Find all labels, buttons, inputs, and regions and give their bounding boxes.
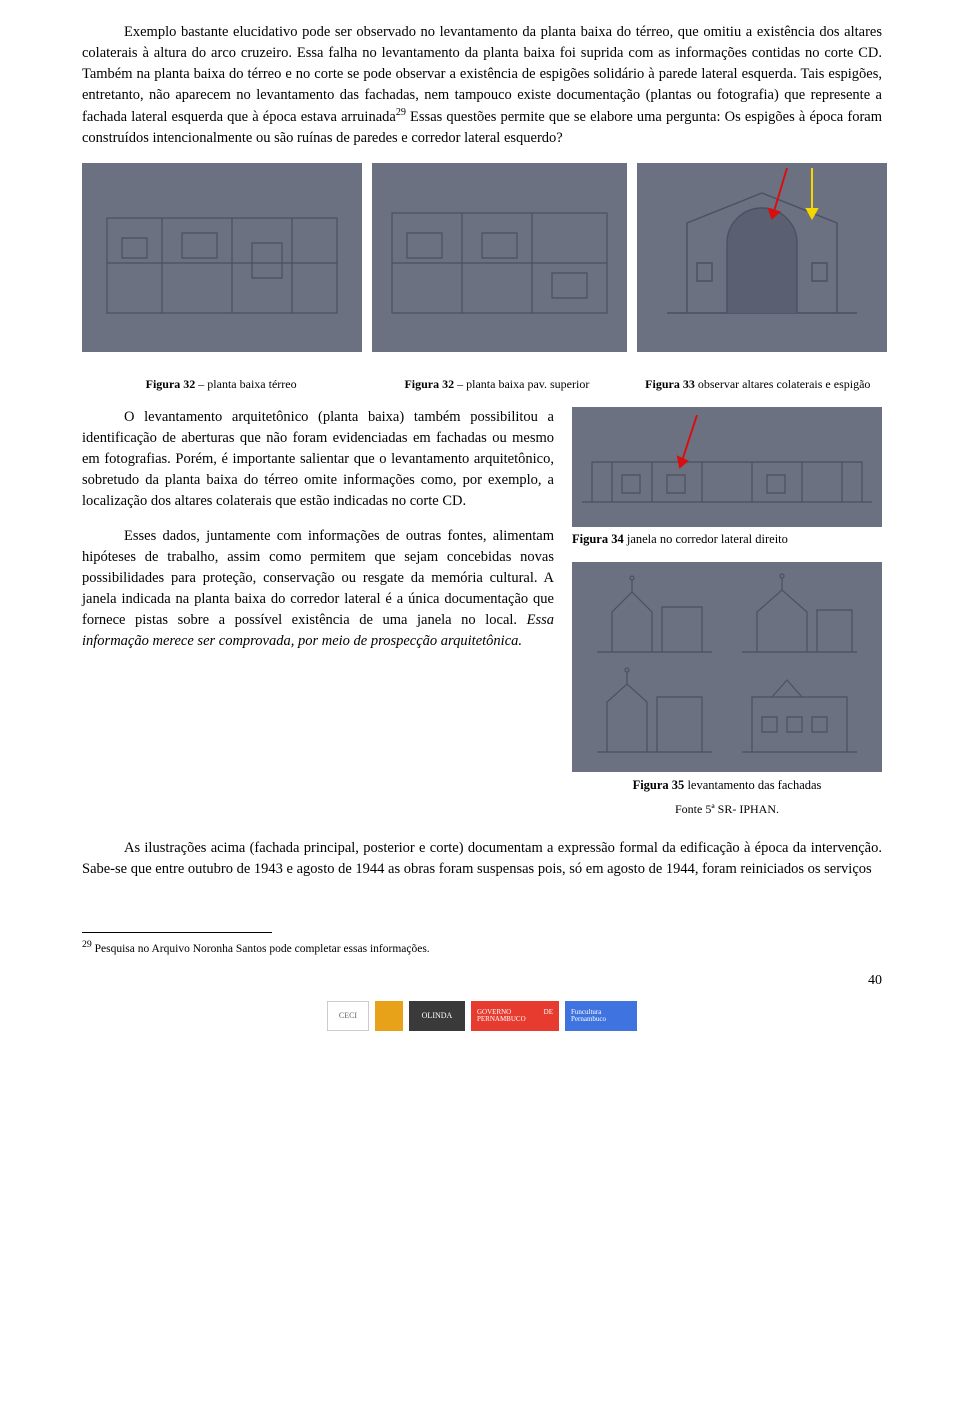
footnote-text: Pesquisa no Arquivo Noronha Santos pode … <box>92 943 430 955</box>
fig32b-caption: – planta baixa pav. superior <box>454 377 589 391</box>
fig33-caption: observar altares colaterais e espigão <box>695 377 871 391</box>
para-3-text: Esses dados, juntamente com informações … <box>82 528 554 628</box>
figure-row-1 <box>82 163 882 352</box>
fig33-caption-bold: Figura 33 <box>645 377 695 391</box>
paragraph-1: Exemplo bastante elucidativo pode ser ob… <box>82 22 882 149</box>
fig32a-caption-bold: Figura 32 <box>146 377 196 391</box>
footnote-separator <box>82 932 272 933</box>
fig32b-caption-bold: Figura 32 <box>404 377 454 391</box>
footnote-29: 29 Pesquisa no Arquivo Noronha Santos po… <box>82 939 882 957</box>
paragraph-3: Esses dados, juntamente com informações … <box>82 526 554 652</box>
arrow-yellow <box>807 168 817 218</box>
figure-34-image <box>572 407 882 527</box>
logo-shield <box>375 1001 403 1031</box>
fig35-source: Fonte 5ª SR- IPHAN. <box>572 801 882 818</box>
logo-governo: GOVERNO DE PERNAMBUCO <box>471 1001 559 1031</box>
figure-33-image <box>637 163 887 352</box>
paragraph-4: As ilustrações acima (fachada principal,… <box>82 838 882 880</box>
fig34-caption: Figura 34 janela no corredor lateral dir… <box>572 530 882 548</box>
footnote-ref-29: 29 <box>396 107 406 118</box>
paragraph-2: O levantamento arquitetônico (planta bai… <box>82 407 554 512</box>
logo-strip: CECI OLINDA GOVERNO DE PERNAMBUCO Funcul… <box>82 1001 882 1031</box>
footnote-mark: 29 <box>82 939 92 950</box>
figure-32b-image <box>372 163 627 352</box>
arrow-red <box>769 168 787 218</box>
logo-funcultura: Funcultura Pernambuco <box>565 1001 637 1031</box>
figure-captions-row: Figura 32 – planta baixa térreo Figura 3… <box>82 376 882 393</box>
logo-olinda: OLINDA <box>409 1001 465 1031</box>
arrow-red-34 <box>678 415 697 467</box>
para-4-text: As ilustrações acima (fachada principal,… <box>82 840 882 877</box>
figure-32a-image <box>82 163 362 352</box>
fig32a-caption: – planta baixa térreo <box>195 377 296 391</box>
logo-ceci: CECI <box>327 1001 369 1031</box>
two-column-section: O levantamento arquitetônico (planta bai… <box>82 407 882 818</box>
figure-35-image <box>572 562 882 772</box>
page-number: 40 <box>82 971 882 991</box>
para-2-text: O levantamento arquitetônico (planta bai… <box>82 409 554 509</box>
fig35-caption: Figura 35 levantamento das fachadas <box>572 776 882 794</box>
